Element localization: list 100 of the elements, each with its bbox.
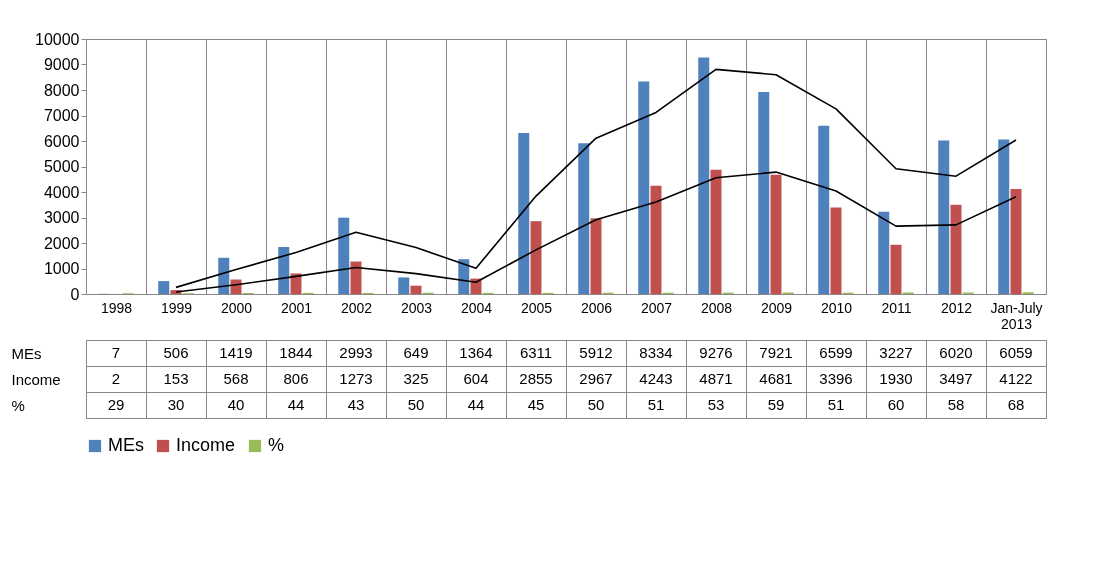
data-label: 6020 [939,344,973,361]
bar [878,211,890,294]
bar [1010,188,1022,294]
bar [578,143,590,294]
data-label: 4871 [699,370,733,387]
line-series [175,171,1017,293]
data-label: 8334 [639,344,673,361]
data-label: 2 [111,370,121,387]
x-tick-label: 2007 [640,299,673,316]
data-label: 3227 [879,344,913,361]
data-label: 7921 [759,344,793,361]
bar [710,169,722,294]
data-label: 50 [587,396,605,413]
data-label: 1273 [339,370,373,387]
x-tick-label: 2002 [340,299,373,316]
data-label: 43 [347,396,365,413]
data-label: 5912 [579,344,613,361]
data-label: 29 [107,396,125,413]
data-label: 50 [407,396,425,413]
bar [950,204,962,294]
text: MEs [11,344,42,362]
data-label: 604 [463,370,489,387]
data-label: 59 [767,396,785,413]
data-label: 60 [887,396,905,413]
x-tick-label: 2009 [760,299,793,316]
data-label: 1419 [219,344,253,361]
text: Income [11,370,61,388]
data-label: 51 [647,396,665,413]
bar [290,273,302,294]
x-tick-label: 2010 [820,299,853,316]
bar [818,125,830,294]
legend-label: % [268,435,285,455]
bar [338,217,350,294]
bar [698,57,710,294]
bar [590,218,602,294]
bar [758,92,770,294]
x-tick-label: 2005 [520,299,553,316]
x-tick-label: 2000 [220,299,253,316]
data-label: 806 [283,370,309,387]
legend-label: MEs [108,435,144,455]
data-label: 153 [163,370,189,387]
data-label: 53 [707,396,725,413]
y-tick-label: 9000 [43,56,80,73]
data-label: 2967 [579,370,613,387]
data-label: 6059 [999,344,1033,361]
data-label: 58 [947,396,965,413]
bar [890,244,902,294]
bar [998,139,1010,294]
bar [398,277,410,294]
data-label: 1364 [459,344,493,361]
data-label: 7 [111,344,121,361]
line-series [175,68,1017,289]
y-tick-label: 10000 [35,30,80,48]
bar [650,185,662,294]
data-label: 506 [163,344,189,361]
x-tick-label: 2012 [940,299,973,316]
bar [458,259,470,294]
bar [770,174,782,294]
data-label: 3396 [819,370,853,387]
data-label: 44 [467,396,485,413]
x-tick-label: 2004 [460,299,493,316]
data-label: 2993 [339,344,373,361]
y-tick-label: 4000 [43,183,80,201]
data-label: 45 [527,396,545,413]
x-tick-label: 2006 [580,299,613,316]
y-tick-label: 7000 [43,107,80,124]
data-label: 6599 [819,344,853,361]
data-label: 68 [1007,396,1025,413]
y-tick-label: 8000 [43,81,80,99]
data-label: 4681 [759,370,793,387]
data-label: 1930 [879,370,913,387]
x-tick-label: 2011 [881,299,912,316]
x-tick-label: 2001 [280,299,313,316]
data-label: 649 [403,344,429,361]
bar [830,207,842,294]
data-label: 3497 [939,370,973,387]
bar [218,257,230,294]
y-tick-label: 3000 [43,209,80,226]
data-label: 2855 [519,370,553,387]
x-tick-label: Jan-July 2013 [990,299,1043,332]
bar [410,285,422,294]
text: % [11,396,25,414]
bar [638,81,650,294]
data-label: 6311 [519,344,553,361]
bar [938,140,950,294]
data-label: 4122 [999,370,1033,387]
data-label: 40 [227,396,245,413]
bar [350,261,362,294]
data-label: 1844 [279,344,313,361]
data-label: 30 [167,396,185,413]
x-tick-label: 2003 [400,299,433,316]
x-tick-label: 1999 [160,299,193,316]
data-label: 568 [223,370,249,387]
y-tick-label: 0 [70,285,80,303]
bar [158,281,170,294]
data-label: 44 [287,396,305,413]
bar [278,246,290,294]
x-tick-label: 2008 [700,299,733,316]
data-label: 325 [403,370,429,387]
legend-label: Income [176,435,236,455]
